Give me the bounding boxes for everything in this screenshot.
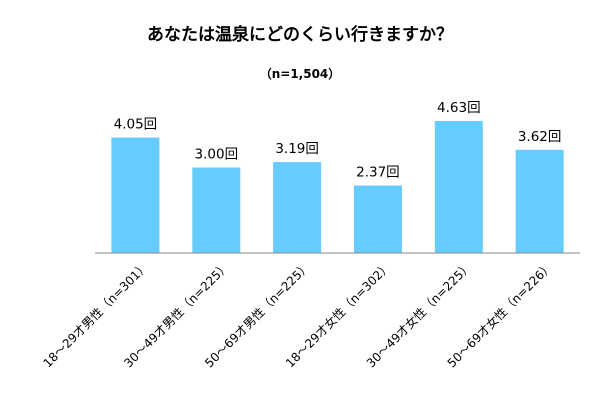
category-labels-group: 18～29才男性（n=301）30～49才男性（n=225）50～69才男性（n…	[40, 259, 555, 371]
value-label-4: 4.63回	[437, 100, 481, 116]
value-label-0: 4.05回	[114, 117, 158, 133]
bar-5	[515, 149, 564, 253]
value-label-5: 3.62回	[518, 129, 562, 145]
value-label-2: 3.19回	[275, 141, 319, 157]
chart-subtitle: （n=1,504）	[260, 66, 341, 81]
bar-1	[192, 167, 241, 253]
bar-3	[353, 185, 402, 253]
bar-2	[273, 162, 322, 253]
chart-title: あなたは温泉にどのくらい行きますか？	[147, 24, 453, 45]
bar-4	[434, 121, 483, 253]
value-label-1: 3.00回	[195, 147, 239, 163]
bars-group: 4.05回 3.00回 3.19回 2.37回 4.63回 3.62回	[111, 100, 564, 253]
value-label-3: 2.37回	[356, 165, 400, 181]
bar-0	[111, 137, 160, 253]
